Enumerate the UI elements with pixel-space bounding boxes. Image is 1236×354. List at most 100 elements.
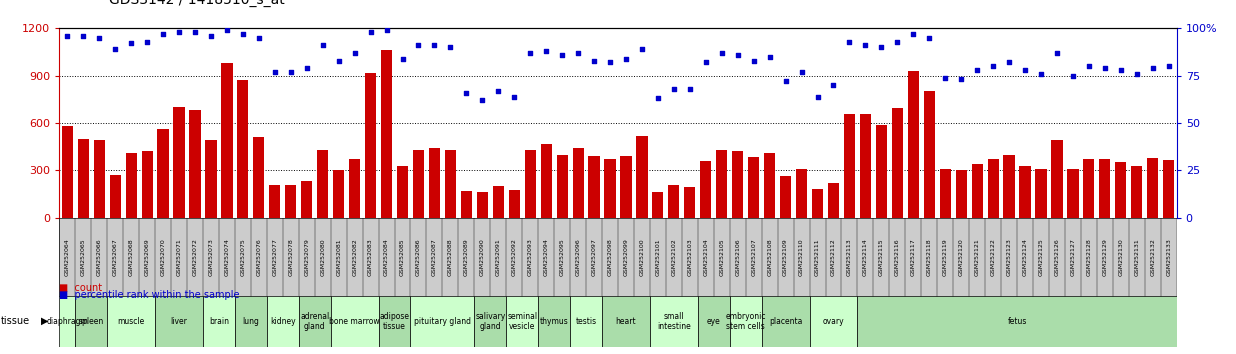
Text: small
intestine: small intestine — [658, 312, 691, 331]
Bar — [732, 152, 743, 218]
Point — [1095, 65, 1115, 71]
Text: GSM252064: GSM252064 — [64, 239, 69, 276]
Bar — [349, 159, 360, 218]
Point — [569, 50, 588, 56]
Point — [760, 54, 780, 59]
Bar — [524, 150, 535, 218]
Point — [265, 69, 284, 75]
Bar — [653, 193, 664, 218]
Bar — [78, 139, 89, 218]
Point — [89, 35, 109, 41]
Text: GSM252115: GSM252115 — [879, 239, 884, 276]
Text: GSM252078: GSM252078 — [288, 239, 293, 276]
Text: GSM252123: GSM252123 — [1006, 239, 1011, 276]
Point — [648, 96, 667, 101]
Bar — [142, 152, 153, 218]
Point — [616, 56, 635, 62]
Bar — [94, 141, 105, 218]
Text: GSM252069: GSM252069 — [145, 239, 150, 276]
Text: GSM252075: GSM252075 — [240, 239, 246, 276]
Point — [297, 65, 316, 71]
Bar — [588, 156, 599, 218]
Bar — [860, 114, 871, 218]
Text: GSM252089: GSM252089 — [464, 239, 468, 276]
Text: testis: testis — [576, 317, 597, 326]
Point — [393, 56, 413, 62]
Text: GSM252066: GSM252066 — [96, 239, 101, 276]
Text: GSM252090: GSM252090 — [480, 239, 485, 276]
Text: GSM252128: GSM252128 — [1086, 239, 1091, 276]
Point — [552, 52, 572, 58]
Point — [1031, 71, 1051, 76]
Bar — [748, 157, 759, 218]
Point — [1159, 63, 1179, 69]
Text: thymus: thymus — [540, 317, 569, 326]
Bar — [365, 73, 376, 218]
Point — [1111, 67, 1131, 73]
Text: ■  percentile rank within the sample: ■ percentile rank within the sample — [59, 290, 240, 300]
Point — [855, 42, 875, 48]
Point — [218, 27, 237, 33]
Text: GSM252093: GSM252093 — [528, 239, 533, 276]
Text: GSM252125: GSM252125 — [1038, 239, 1043, 276]
Text: GSM252092: GSM252092 — [512, 239, 517, 276]
Bar — [154, 296, 203, 347]
Text: GSM252088: GSM252088 — [447, 239, 452, 276]
Bar — [189, 110, 200, 218]
Text: GSM252085: GSM252085 — [400, 239, 405, 276]
Point — [936, 75, 955, 80]
Bar — [812, 189, 823, 218]
Bar — [828, 183, 839, 218]
Bar — [493, 186, 504, 218]
Point — [839, 39, 859, 44]
Text: kidney: kidney — [269, 317, 295, 326]
Point — [73, 33, 93, 39]
Text: GSM252119: GSM252119 — [943, 239, 948, 276]
Point — [248, 35, 268, 41]
Bar — [461, 191, 472, 218]
Text: spleen: spleen — [79, 317, 104, 326]
Text: GSM252068: GSM252068 — [129, 239, 133, 276]
Point — [968, 67, 988, 73]
Text: heart: heart — [616, 317, 637, 326]
Bar — [445, 150, 456, 218]
Bar — [891, 108, 904, 218]
Point — [105, 46, 125, 52]
Bar — [939, 169, 950, 218]
Bar — [397, 166, 408, 218]
Text: GSM252101: GSM252101 — [655, 239, 660, 276]
Text: embryonic
stem cells: embryonic stem cells — [726, 312, 766, 331]
Text: GSM252107: GSM252107 — [751, 239, 756, 276]
Bar — [1036, 169, 1047, 218]
Text: adipose
tissue: adipose tissue — [379, 312, 409, 331]
Point — [153, 31, 173, 37]
Bar — [378, 296, 410, 347]
Bar — [509, 190, 520, 218]
Bar — [235, 296, 267, 347]
Point — [281, 69, 300, 75]
Text: brain: brain — [209, 317, 229, 326]
Bar — [761, 296, 810, 347]
Bar — [650, 296, 698, 347]
Point — [424, 42, 444, 48]
Text: GSM252096: GSM252096 — [576, 239, 581, 276]
Point — [696, 59, 716, 65]
Bar — [413, 150, 424, 218]
Text: GSM252114: GSM252114 — [863, 239, 868, 276]
Text: GSM252118: GSM252118 — [927, 239, 932, 276]
Point — [121, 41, 141, 46]
Bar — [971, 164, 983, 218]
Bar — [570, 296, 602, 347]
Text: GSM252082: GSM252082 — [352, 239, 357, 276]
Point — [601, 59, 620, 65]
Bar — [1083, 159, 1094, 218]
Text: GSM252120: GSM252120 — [959, 239, 964, 276]
Text: ovary: ovary — [823, 317, 844, 326]
Bar — [876, 125, 887, 218]
Text: GSM252121: GSM252121 — [975, 239, 980, 276]
Bar — [796, 169, 807, 218]
Text: diaphragm: diaphragm — [47, 317, 88, 326]
Text: GSM252099: GSM252099 — [623, 239, 628, 276]
Point — [1015, 67, 1035, 73]
Text: GSM252081: GSM252081 — [336, 239, 341, 276]
